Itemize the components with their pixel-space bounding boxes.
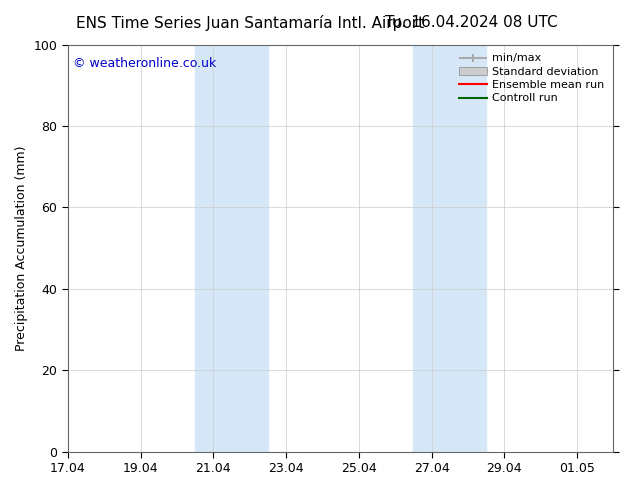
Text: ENS Time Series Juan Santamaría Intl. Airport: ENS Time Series Juan Santamaría Intl. Ai… xyxy=(76,15,424,31)
Bar xyxy=(413,45,486,452)
Legend: min/max, Standard deviation, Ensemble mean run, Controll run: min/max, Standard deviation, Ensemble me… xyxy=(456,50,608,107)
Text: Tu. 16.04.2024 08 UTC: Tu. 16.04.2024 08 UTC xyxy=(385,15,558,30)
Y-axis label: Precipitation Accumulation (mm): Precipitation Accumulation (mm) xyxy=(15,146,28,351)
Text: © weatheronline.co.uk: © weatheronline.co.uk xyxy=(74,57,217,70)
Bar xyxy=(195,45,268,452)
